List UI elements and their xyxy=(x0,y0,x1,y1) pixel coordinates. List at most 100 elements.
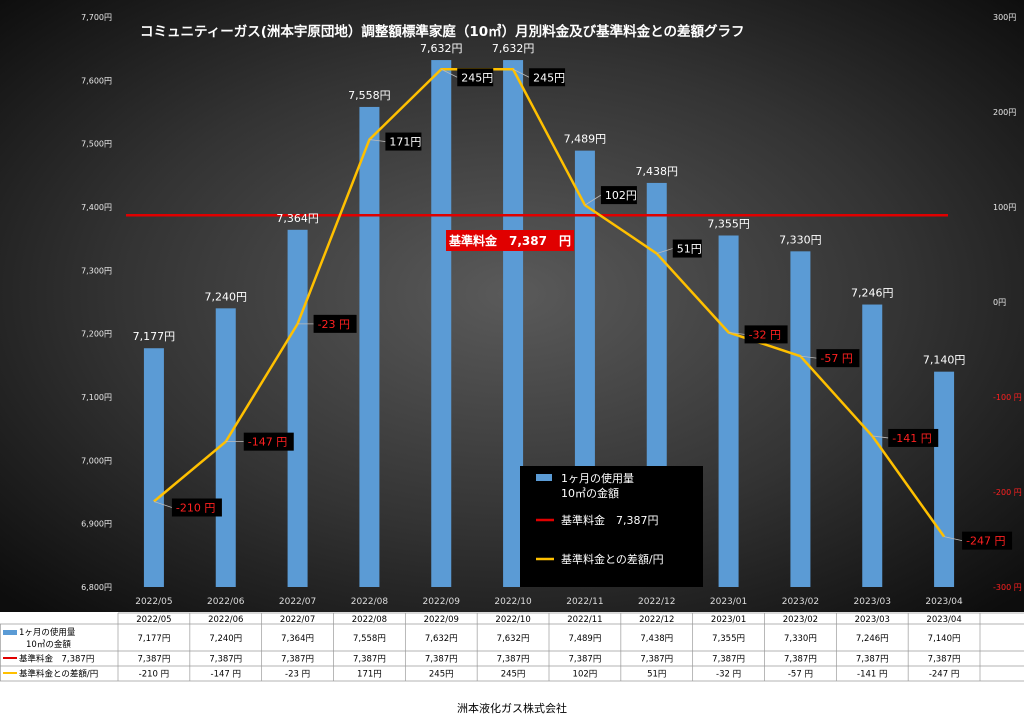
table-cell: 7,632円 xyxy=(497,634,530,644)
diff-leader-line xyxy=(728,332,745,335)
bar xyxy=(862,304,883,587)
bar-value-labels: 7,177円 7,240円 7,364円 7,558円 7,632円 7,632円 7,48… xyxy=(133,42,966,367)
bar-value-label: 7,364円 xyxy=(276,212,319,225)
diff-value-label: 102円 xyxy=(605,189,637,202)
table-cell: 7,387円 xyxy=(425,655,458,665)
bar-value-label: 7,330円 xyxy=(779,233,822,246)
left-tick-label: 6,800円 xyxy=(81,583,112,592)
right-tick-label: -300 円 xyxy=(993,583,1022,592)
category-label: 2022/07 xyxy=(279,597,316,607)
left-tick-label: 7,100円 xyxy=(81,393,112,402)
table-cell: 7,632円 xyxy=(425,634,458,644)
legend-bar-label-line2: 10㎥の金額 xyxy=(561,486,619,500)
diff-label-box xyxy=(171,498,222,517)
table-cell: 7,387円 xyxy=(281,655,314,665)
table-cell: 7,387円 xyxy=(928,655,961,665)
left-tick-label: 7,300円 xyxy=(81,266,112,275)
category-label: 2022/11 xyxy=(566,597,603,607)
right-tick-label: -100 円 xyxy=(993,393,1022,402)
table-header-cell: 2023/04 xyxy=(926,615,961,625)
category-label: 2022/10 xyxy=(494,597,532,607)
diff-label-box xyxy=(744,325,788,344)
bar-value-label: 7,489円 xyxy=(564,133,607,146)
left-tick-label: 6,900円 xyxy=(81,520,112,529)
right-axis: -300 円 -200 円 -100 円 0円 100円 200円 300円 xyxy=(993,13,1022,592)
diff-label-box xyxy=(457,68,494,87)
left-tick-label: 7,400円 xyxy=(81,203,112,212)
bar-value-label: 7,558円 xyxy=(348,89,391,102)
table-cell: 7,489円 xyxy=(568,634,601,644)
table-cell: 7,438円 xyxy=(640,634,673,644)
table-cell: 7,177円 xyxy=(137,634,170,644)
diff-value-label: -147 円 xyxy=(248,436,287,449)
legend: 1ヶ月の使用量 10㎥の金額 基準料金 7,387円 基準料金との差額/円 xyxy=(520,466,703,587)
table-cell: 7,387円 xyxy=(497,655,530,665)
table-cell: -32 円 xyxy=(716,670,741,680)
table-header-cell: 2022/12 xyxy=(639,615,674,625)
table-cell: -147 円 xyxy=(211,670,242,680)
diff-value-label: -32 円 xyxy=(749,328,781,341)
table-cell: -57 円 xyxy=(788,670,813,680)
left-tick-label: 7,200円 xyxy=(81,330,112,339)
bar-value-label: 7,240円 xyxy=(205,290,248,303)
footer-company: 洲本液化ガス株式会社 xyxy=(457,701,567,715)
diff-label-box xyxy=(816,349,860,368)
left-tick-label: 7,600円 xyxy=(81,76,112,85)
table-cell: 7,240円 xyxy=(209,634,242,644)
table-cell: 7,355円 xyxy=(712,634,745,644)
table-cell: 7,387円 xyxy=(784,655,817,665)
table-header-cell: 2022/08 xyxy=(352,615,387,625)
legend-bar-label-line1: 1ヶ月の使用量 xyxy=(561,472,634,485)
diff-leader-line xyxy=(512,68,530,78)
category-axis: 2022/05 2022/06 2022/07 2022/08 2022/09 2022/… xyxy=(135,597,963,607)
bar xyxy=(934,371,955,587)
table-cell: 51円 xyxy=(647,670,666,680)
category-label: 2022/06 xyxy=(207,597,245,607)
category-label: 2022/12 xyxy=(638,597,675,607)
diff-value-label: 245円 xyxy=(461,71,493,84)
right-tick-label: 0円 xyxy=(993,298,1006,307)
table-header-cell: 2022/06 xyxy=(208,615,243,625)
left-tick-label: 7,000円 xyxy=(81,456,112,465)
category-label: 2022/08 xyxy=(351,597,389,607)
category-label: 2023/03 xyxy=(854,597,891,607)
table-cell: 7,387円 xyxy=(856,655,889,665)
base-fee-annotation-text: 基準料金 7,387 円 xyxy=(448,233,571,248)
bar xyxy=(718,235,739,587)
table-cell: 7,387円 xyxy=(640,655,673,665)
table-cell: 7,330円 xyxy=(784,634,817,644)
table-row-label: 10㎥の金額 xyxy=(26,639,71,650)
table-cell: 7,387円 xyxy=(712,655,745,665)
legend-base-label: 基準料金 7,387円 xyxy=(561,513,659,527)
diff-label-box xyxy=(385,132,422,151)
diff-label-box xyxy=(962,531,1013,550)
right-tick-label: 200円 xyxy=(993,108,1016,117)
diff-value-label: -247 円 xyxy=(966,535,1005,548)
table-header-cell: 2022/11 xyxy=(567,615,602,625)
bar xyxy=(215,308,236,587)
right-tick-label: 300円 xyxy=(993,13,1016,22)
table-header-cell: 2023/02 xyxy=(783,615,818,625)
table-row-label: 基準料金との差額/円 xyxy=(19,669,98,680)
bar-value-label: 7,140円 xyxy=(923,354,966,367)
table-cell: 7,387円 xyxy=(137,655,170,665)
table-cell: 7,387円 xyxy=(568,655,601,665)
right-tick-label: 100円 xyxy=(993,203,1016,212)
left-axis: 6,800円 6,900円 7,000円 7,100円 7,200円 7,300円 7,40… xyxy=(81,13,112,592)
diff-leader-line xyxy=(943,536,963,542)
table-header-cell: 2022/10 xyxy=(495,615,530,625)
table-row-label: 1ヶ月の使用量 xyxy=(19,627,76,638)
table-cell: 102円 xyxy=(573,670,598,680)
table-cell: 171円 xyxy=(357,670,382,680)
bar xyxy=(503,60,524,588)
diff-leader-line xyxy=(800,355,817,359)
diff-value-label: -141 円 xyxy=(892,432,931,445)
bar-value-label: 7,177円 xyxy=(133,330,176,343)
diff-label-box xyxy=(529,68,566,87)
diff-leader-line xyxy=(369,139,386,142)
table-cell: -141 円 xyxy=(857,670,888,680)
diff-value-label: -210 円 xyxy=(176,502,215,515)
difference-line xyxy=(153,68,946,538)
table-header-cell: 2022/07 xyxy=(280,615,315,625)
